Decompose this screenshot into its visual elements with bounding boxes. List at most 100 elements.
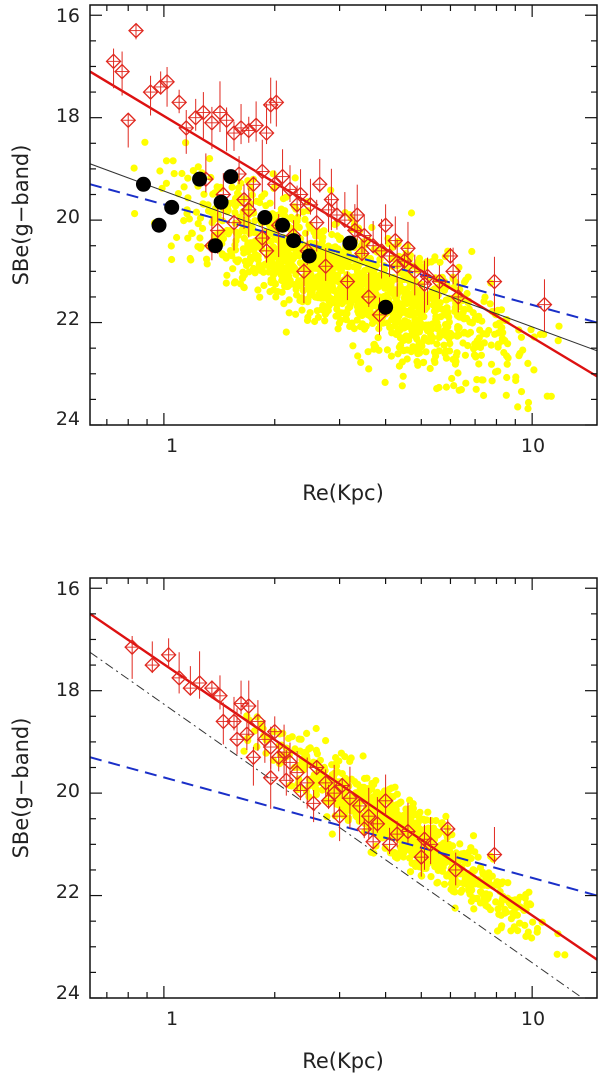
cloud-point [433, 303, 441, 311]
y-tick-label: 22 [56, 881, 80, 903]
cloud-point [423, 300, 431, 308]
diamond-outline [536, 296, 553, 313]
cloud-point [433, 340, 441, 348]
cloud-point [521, 921, 529, 929]
cloud-point [370, 849, 378, 857]
diamond-marker [486, 826, 503, 864]
diamond-outline [416, 831, 433, 848]
cloud-point [276, 239, 284, 247]
y-tick-label: 16 [56, 5, 80, 27]
cloud-point [373, 274, 381, 283]
diamond-outline [354, 245, 370, 262]
cloud-point [503, 373, 511, 382]
cloud-point [394, 240, 402, 248]
cloud-point [338, 261, 346, 269]
x-tick-label: 1 [166, 435, 178, 457]
diamond-marker [245, 746, 262, 786]
cloud-point [437, 313, 445, 321]
blue-dashed-line [90, 756, 597, 897]
cloud-point [387, 784, 396, 792]
axis-ticks [90, 5, 597, 426]
cloud-point [255, 261, 263, 269]
cloud-point [196, 214, 205, 222]
diamond-outline [305, 795, 322, 812]
diamond-outline [142, 84, 159, 100]
cloud-point [533, 928, 541, 936]
cloud-point [394, 350, 402, 358]
diamond-outline [308, 214, 325, 231]
diamond-marker [381, 245, 398, 277]
cloud-point [251, 269, 259, 277]
cloud-point [141, 138, 149, 146]
cloud-point [396, 269, 404, 277]
cloud-point [316, 288, 324, 297]
diamond-outline [360, 808, 377, 825]
diamond-outline [240, 122, 257, 139]
cloud-point [450, 382, 458, 390]
cloud-point [335, 319, 343, 327]
diamond-outline [249, 713, 266, 730]
cloud-point [253, 238, 261, 246]
cloud-point [383, 274, 391, 283]
cloud-point [422, 348, 430, 356]
cloud-point [338, 770, 346, 778]
cloud-point [527, 901, 535, 909]
diamond-marker [289, 185, 306, 217]
cloud-point [514, 927, 522, 935]
cloud-point [240, 747, 248, 755]
cloud-point [349, 342, 357, 350]
diamond-marker [328, 199, 345, 230]
cloud-point [447, 885, 455, 894]
diamond-marker [226, 214, 242, 251]
diamond-outline [308, 759, 325, 776]
black-dot [151, 217, 167, 233]
diamond-marker [419, 257, 436, 306]
diamond-outline [178, 120, 195, 136]
black-dot [257, 210, 273, 226]
diamond-marker [450, 268, 467, 313]
diamond-outline [381, 248, 398, 264]
cloud-point [502, 391, 510, 399]
cloud-point [287, 213, 295, 221]
diamond-outline [381, 836, 398, 853]
cloud-point [393, 801, 401, 809]
cloud-point [436, 861, 444, 869]
cloud-point [322, 737, 330, 745]
diamond-marker [311, 159, 328, 193]
cloud-point [503, 360, 511, 368]
cloud-point [173, 233, 181, 242]
diamond-marker [258, 103, 275, 145]
diamond-marker [236, 184, 252, 229]
cloud-point [241, 257, 249, 265]
cloud-point [291, 745, 299, 753]
cloud-point [386, 323, 394, 331]
cloud-point [368, 779, 376, 788]
diamond-outline [486, 846, 503, 863]
cloud-point [475, 360, 483, 368]
cloud-point [426, 364, 434, 373]
black-thin-line [90, 163, 597, 352]
cloud-point [476, 326, 484, 334]
cloud-point [200, 190, 208, 198]
cloud-point [455, 386, 463, 394]
diamond-outline [349, 207, 366, 223]
cloud-point [522, 891, 530, 899]
cloud-point [298, 306, 306, 314]
cloud-point [383, 294, 391, 302]
cloud-point [346, 757, 354, 766]
cloud-point [434, 878, 442, 887]
cloud-point [487, 360, 496, 368]
cloud-point [397, 843, 405, 852]
diamond-marker [351, 796, 368, 825]
diamond-marker [245, 176, 262, 208]
cloud-point [434, 325, 442, 333]
cloud-point [479, 868, 487, 876]
diamond-outline [229, 731, 245, 748]
cloud-point [415, 349, 424, 357]
cloud-point [476, 343, 485, 352]
cloud-point [238, 274, 246, 282]
cloud-point [301, 215, 309, 223]
cloud-point [285, 296, 293, 304]
diamond-marker [282, 165, 298, 203]
cloud-point [388, 329, 396, 337]
